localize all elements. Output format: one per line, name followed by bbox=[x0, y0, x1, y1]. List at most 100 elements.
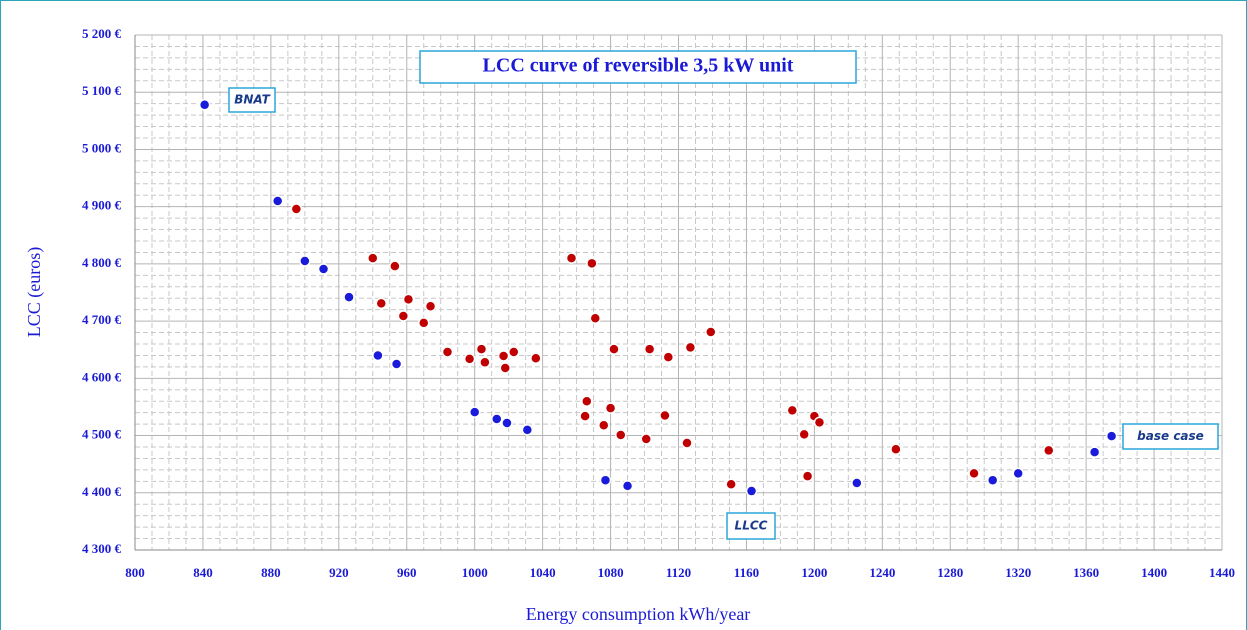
point bbox=[372, 349, 384, 362]
point bbox=[463, 353, 476, 365]
point bbox=[798, 428, 810, 441]
point bbox=[501, 417, 513, 429]
title-box bbox=[419, 50, 857, 84]
point bbox=[397, 310, 410, 322]
point bbox=[499, 362, 512, 374]
axes: 4 300 € 4 400 € 4 500 € 4 600 € 4 700 € 4 800… bbox=[82, 26, 1235, 580]
y-tick-label: 5 100 € bbox=[82, 83, 122, 98]
y-tick-label: 4 300 € bbox=[82, 541, 122, 556]
y-tick-label: 4 700 € bbox=[82, 312, 122, 327]
y-tick-label: 4 800 € bbox=[82, 255, 122, 270]
point bbox=[581, 395, 593, 407]
point bbox=[468, 406, 481, 418]
point bbox=[424, 300, 437, 312]
x-tick-label: 840 bbox=[193, 565, 213, 580]
point bbox=[479, 356, 491, 369]
point bbox=[598, 419, 610, 432]
point bbox=[389, 260, 401, 272]
x-tick-label: 1040 bbox=[530, 565, 556, 580]
point bbox=[604, 402, 617, 414]
x-tick-label: 1320 bbox=[1005, 565, 1031, 580]
point bbox=[343, 291, 355, 303]
y-tick-label: 4 500 € bbox=[82, 427, 122, 442]
point bbox=[417, 317, 430, 329]
x-tick-label: 1000 bbox=[462, 565, 488, 580]
point bbox=[317, 263, 330, 275]
point bbox=[851, 477, 863, 489]
x-tick-label: 1360 bbox=[1073, 565, 1099, 580]
point bbox=[608, 343, 620, 355]
point bbox=[662, 351, 675, 363]
annotations: BNAT LLCC base case bbox=[228, 87, 1219, 540]
point bbox=[367, 252, 379, 264]
point bbox=[521, 424, 534, 436]
point bbox=[565, 252, 578, 264]
y-axis-label: LCC (euros) bbox=[24, 247, 45, 337]
x-tick-label: 1080 bbox=[598, 565, 624, 580]
annotation: BNAT bbox=[234, 93, 270, 107]
point bbox=[579, 410, 591, 422]
point bbox=[725, 478, 737, 490]
annotation-box bbox=[228, 87, 276, 113]
point bbox=[640, 433, 652, 445]
x-tick-label: 1280 bbox=[937, 565, 963, 580]
x-tick-label: 1200 bbox=[801, 565, 827, 580]
annotation-box bbox=[726, 512, 776, 540]
grid bbox=[134, 34, 1223, 551]
point bbox=[508, 346, 520, 358]
x-tick-label: 1120 bbox=[666, 565, 691, 580]
y-tick-label: 5 000 € bbox=[82, 140, 122, 155]
x-tick-label: 800 bbox=[125, 565, 145, 580]
annotation: LLCC bbox=[735, 519, 768, 533]
point bbox=[497, 350, 510, 362]
point bbox=[402, 293, 415, 306]
point bbox=[681, 437, 693, 449]
y-tick-label: 4 900 € bbox=[82, 198, 122, 213]
point bbox=[621, 480, 634, 492]
point bbox=[643, 343, 656, 355]
point bbox=[491, 413, 503, 425]
point bbox=[586, 257, 598, 270]
point bbox=[745, 485, 758, 497]
point bbox=[1105, 430, 1118, 442]
point bbox=[271, 195, 284, 207]
point bbox=[1043, 444, 1055, 457]
point bbox=[1088, 446, 1101, 458]
point bbox=[299, 255, 311, 267]
marks bbox=[198, 99, 1118, 497]
x-tick-label: 1440 bbox=[1209, 565, 1235, 580]
point bbox=[599, 474, 612, 486]
point bbox=[659, 409, 671, 422]
point bbox=[375, 297, 388, 310]
x-tick-label: 1400 bbox=[1141, 565, 1167, 580]
point bbox=[813, 416, 826, 429]
point bbox=[390, 358, 403, 370]
chart-title: LCC curve of reversible 3,5 kW unit bbox=[483, 55, 794, 77]
x-tick-label: 1240 bbox=[869, 565, 895, 580]
y-tick-label: 5 200 € bbox=[82, 26, 122, 41]
annotation: base case bbox=[1137, 429, 1204, 443]
point bbox=[801, 470, 814, 482]
point bbox=[968, 467, 980, 480]
x-tick-label: 1160 bbox=[734, 565, 759, 580]
point bbox=[890, 443, 902, 456]
point bbox=[441, 346, 454, 358]
x-tick-label: 960 bbox=[397, 565, 417, 580]
point bbox=[198, 99, 211, 111]
point bbox=[705, 326, 717, 338]
point bbox=[475, 343, 488, 355]
point bbox=[530, 352, 542, 365]
x-tick-label: 880 bbox=[261, 565, 281, 580]
x-axis-label: Energy consumption kWh/year bbox=[526, 604, 751, 624]
point bbox=[589, 312, 602, 324]
point bbox=[1012, 467, 1024, 480]
point bbox=[684, 341, 697, 354]
y-tick-label: 4 400 € bbox=[82, 484, 122, 499]
point bbox=[986, 474, 999, 486]
annotation-box bbox=[1122, 423, 1219, 450]
y-tick-label: 4 600 € bbox=[82, 369, 122, 384]
x-tick-label: 920 bbox=[329, 565, 349, 580]
point bbox=[290, 203, 303, 215]
